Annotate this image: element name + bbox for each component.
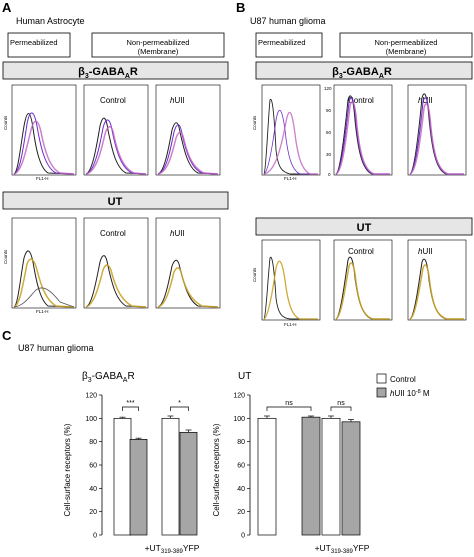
significance-label: *** [126,400,134,407]
panel-b-counts-label: Counts [252,115,257,130]
svg-text:30: 30 [326,152,332,157]
svg-text:60: 60 [326,130,332,135]
significance-bracket [170,406,189,411]
y-tick-label: 120 [233,393,245,400]
chart-ut-group-label: +UT319-389YFP [315,543,370,555]
panel-b-membrane-label: (Membrane) [386,47,427,56]
panel-c-legend: Control hUII 10-8 M [376,373,430,398]
panel-b-ut-huii-label: hUII [418,247,433,256]
legend-huii-swatch [376,387,387,398]
panel-b-permeabilized-label: Permeabilized [258,38,306,47]
y-tick-label: 40 [237,486,245,493]
bar-gaba-0-1 [161,417,180,536]
panel-b-nonperm-label: Non-permeabilized [375,38,438,47]
panel-b-ut-control-label: Control [348,247,374,256]
svg-text:90: 90 [326,108,332,113]
panel-a-gaba-control-label: Control [100,96,126,105]
panel-b-gaba-control-label: Control [348,96,374,105]
y-tick-label: 0 [241,533,245,540]
panel-c-letter: C [2,328,12,343]
panel-b-fl1-label: FL1-H [284,176,297,181]
bar-ut-0-0 [257,417,277,536]
panel-a-ut-plots: Control hUII Counts FL1-H [3,217,221,314]
panel-a-fl1-label: FL1-H [36,176,49,181]
panel-b-gaba-huii-label: hUII [418,96,433,105]
panel-b-gaba-plots: Control hUII Counts FL1-H 120 90 60 30 0 [252,84,467,181]
y-tick-label: 100 [85,416,97,423]
significance-label: * [178,400,181,407]
panel-a-letter: A [2,0,12,15]
panel-a-gaba-huii-label: hUII [170,96,185,105]
panel-a-ut-title: UT [108,196,123,208]
y-tick-label: 20 [237,509,245,516]
bar-gaba-1-0 [129,438,148,536]
panel-a-gaba-title: β3-GABAAR [78,66,138,80]
panel-a-ut-fl1-label: FL1-H [36,309,49,314]
bar-gaba-1-1 [179,431,198,536]
panel-b-ut-plots: Control hUII Counts FL1-H [252,239,467,327]
chart-gaba-group-label: +UT319-389YFP [145,543,200,555]
panel-b-gaba-title: β3-GABAAR [332,66,392,80]
y-tick-label: 100 [233,416,245,423]
panel-b-ut-counts-label: Counts [252,267,257,282]
y-tick-label: 60 [237,463,245,470]
y-tick-label: 20 [89,509,97,516]
y-tick-label: 120 [85,393,97,400]
significance-label: ns [337,400,345,407]
panel-b-gaba-bar [255,61,473,80]
svg-text:120: 120 [324,86,332,91]
significance-bracket [122,406,139,411]
legend-huii-label: hUII 10-8 M [390,389,430,398]
y-tick-label: 0 [93,533,97,540]
chart-ut: 0 20 40 60 80 100 120 ns ns [233,393,361,540]
legend-control-label: Control [390,375,416,384]
panel-a-ut-huii-label: hUII [170,229,185,238]
bar-ut-1-0 [301,416,321,536]
panel-b-ut-title: UT [357,222,372,234]
panel-a-membrane-label: (Membrane) [138,47,179,56]
panel-c-title: U87 human glioma [18,343,94,353]
panel-b-ut-fl1-label: FL1-H [284,322,297,327]
bar-ut-0-1 [321,417,341,536]
panel-a-ut-bar [2,191,229,210]
panel-b-letter: B [236,0,245,15]
significance-label: ns [285,400,293,407]
y-tick-label: 60 [89,463,97,470]
y-tick-label: 80 [237,439,245,446]
chart-gaba-title: β3-GABAAR [82,371,135,384]
svg-text:0: 0 [328,172,331,177]
panel-a-title: Human Astrocyte [16,16,85,26]
panel-a-gaba-bar [2,61,229,80]
chart-ut-ylabel: Cell-surface receptors (%) [212,423,221,516]
panel-b-y-ticks: 120 90 60 30 0 [324,86,332,177]
y-tick-label: 80 [89,439,97,446]
bar-ut-1-1 [341,421,361,536]
panel-a-ut-counts-label: Counts [3,249,8,264]
y-tick-label: 40 [89,486,97,493]
panel-a-permeabilized-label: Permeabilized [10,38,58,47]
panel-a-gaba-plots: Control hUII Counts FL1-H [3,84,221,181]
legend-control-swatch [376,373,387,384]
panel-a-nonperm-label: Non-permeabilized [127,38,190,47]
panel-b-ut-bar [255,217,473,236]
significance-bracket [266,406,312,411]
bar-gaba-0-0 [113,417,132,536]
chart-gaba-ylabel: Cell-surface receptors (%) [63,423,72,516]
chart-ut-title: UT [238,371,251,382]
panel-a-counts-label: Counts [3,115,8,130]
panel-a-ut-control-label: Control [100,229,126,238]
significance-bracket [330,406,352,411]
panel-b-title: U87 human glioma [250,16,326,26]
